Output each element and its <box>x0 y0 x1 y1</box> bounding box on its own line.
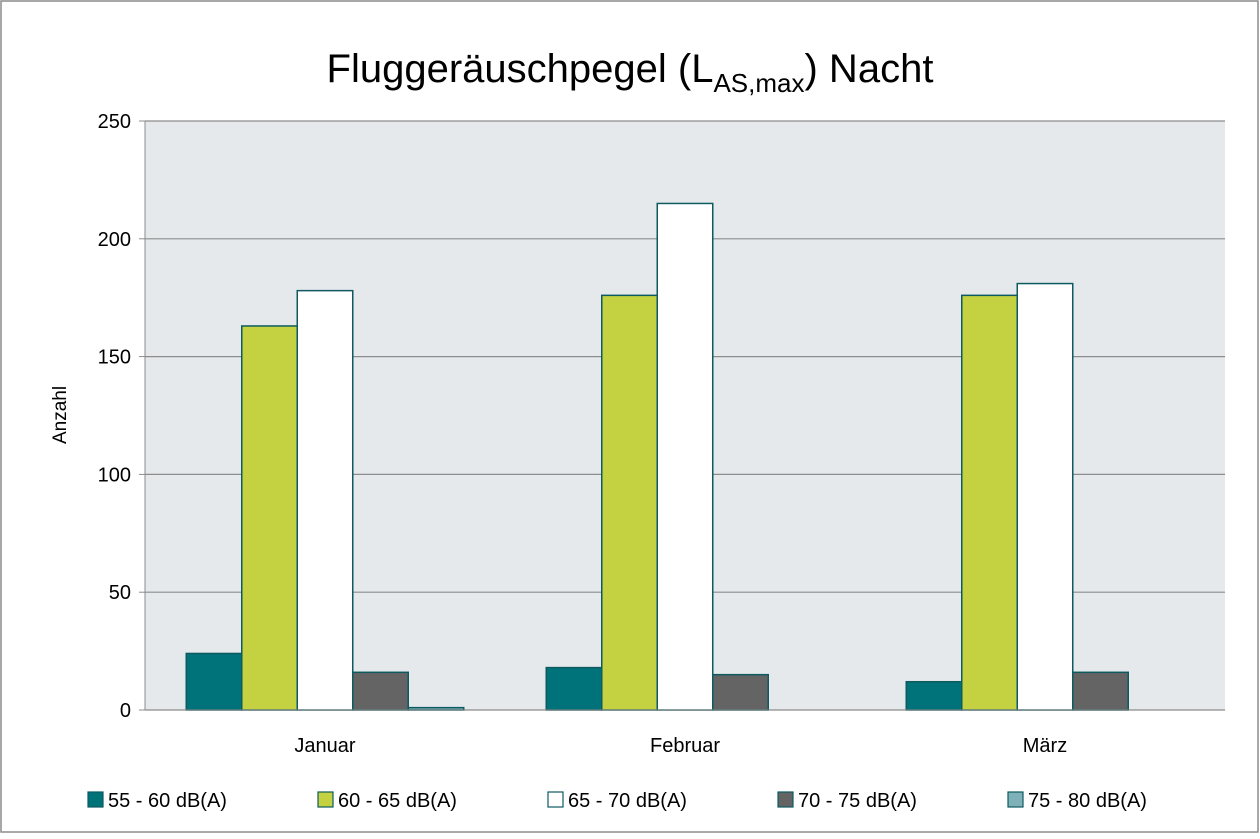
x-tick-label: Januar <box>294 735 355 757</box>
bar <box>296 289 354 711</box>
bar <box>1016 282 1074 711</box>
y-tick-label: 150 <box>98 347 131 369</box>
bar <box>1072 671 1129 711</box>
y-tick-label: 50 <box>109 582 131 604</box>
bar <box>961 294 1018 711</box>
bar <box>185 652 243 711</box>
bar <box>241 325 298 711</box>
bar <box>601 294 658 711</box>
y-axis-label: Anzahl <box>50 386 71 444</box>
chart-title: Fluggeräuschpegel (LAS,max) Nacht <box>327 47 934 98</box>
legend-swatch <box>87 791 104 808</box>
legend-label: 70 - 75 dB(A) <box>798 790 917 812</box>
legend-swatch <box>547 791 564 808</box>
y-tick-label: 100 <box>98 464 131 486</box>
legend-label: 55 - 60 dB(A) <box>108 790 227 812</box>
bar <box>545 666 603 711</box>
y-tick-label: 0 <box>120 700 131 722</box>
x-tick-label: März <box>1023 735 1067 757</box>
bar <box>656 202 714 711</box>
y-tick-label: 200 <box>98 229 131 251</box>
legend-label: 65 - 70 dB(A) <box>568 790 687 812</box>
title-suffix: ) Nacht <box>805 47 934 91</box>
bar <box>712 673 769 711</box>
bar <box>352 671 409 711</box>
bar <box>905 680 963 711</box>
y-tick-label: 250 <box>98 111 131 133</box>
title-main: Fluggeräuschpegel (L <box>327 47 714 91</box>
title-subscript: AS,max <box>713 68 804 98</box>
x-tick-label: Februar <box>650 735 720 757</box>
legend-swatch <box>317 791 334 808</box>
legend-swatch <box>1007 791 1024 808</box>
legend-swatch <box>777 791 794 808</box>
legend-label: 75 - 80 dB(A) <box>1028 790 1147 812</box>
legend-label: 60 - 65 dB(A) <box>338 790 457 812</box>
